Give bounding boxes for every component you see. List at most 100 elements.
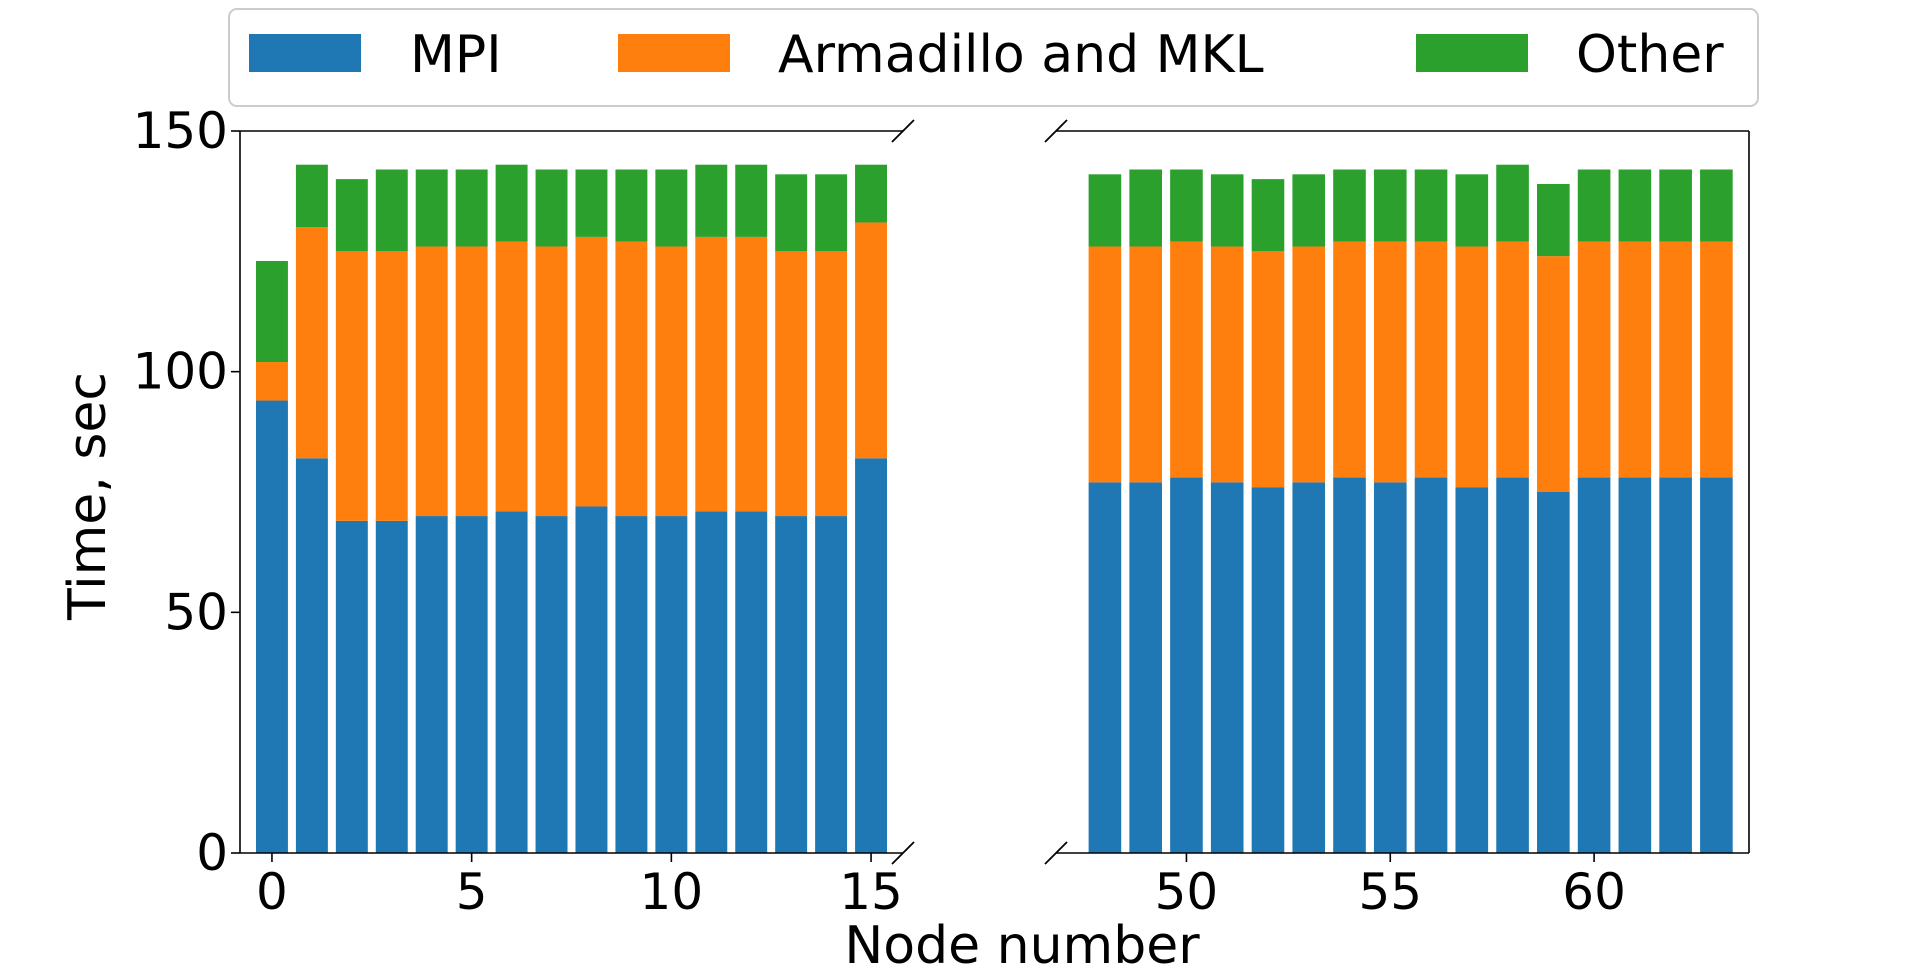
- bar-other-node-5: [455, 169, 488, 247]
- bar-mpi-node-54: [1333, 477, 1366, 853]
- bar-other-node-7: [535, 169, 568, 247]
- bar-armadillo-and-mkl-node-2: [335, 251, 368, 521]
- bar-other-node-14: [815, 174, 848, 252]
- bar-armadillo-and-mkl-node-9: [615, 241, 648, 517]
- bar-armadillo-and-mkl-node-5: [455, 246, 488, 517]
- bar-armadillo-and-mkl-node-56: [1414, 241, 1448, 478]
- bar-mpi-node-15: [855, 458, 888, 853]
- axis-break-mark-0: [891, 119, 915, 143]
- y-axis-label: Time, sec: [58, 372, 118, 621]
- x-tick-label-0: 0: [256, 863, 288, 921]
- bar-other-node-2: [335, 179, 368, 252]
- y-tick-label-100: 100: [133, 343, 228, 401]
- bar-other-node-0: [255, 260, 288, 363]
- bar-other-node-12: [735, 164, 768, 237]
- bar-other-node-3: [375, 169, 408, 252]
- bar-mpi-node-3: [375, 520, 408, 853]
- bar-mpi-node-0: [255, 400, 288, 853]
- bar-armadillo-and-mkl-node-62: [1659, 241, 1692, 478]
- bar-mpi-node-12: [735, 511, 768, 853]
- bar-armadillo-and-mkl-node-59: [1537, 256, 1570, 492]
- bar-mpi-node-8: [575, 506, 608, 853]
- y-tick-label-50: 50: [164, 583, 228, 641]
- bar-other-node-57: [1455, 174, 1489, 247]
- bar-mpi-node-10: [655, 516, 688, 853]
- bar-armadillo-and-mkl-node-12: [735, 236, 768, 512]
- x-tick-label-60: 60: [1562, 863, 1626, 921]
- bar-armadillo-and-mkl-node-0: [255, 362, 288, 401]
- bar-mpi-node-63: [1700, 477, 1733, 853]
- bar-other-node-49: [1129, 169, 1162, 247]
- legend-swatch-0: [249, 34, 361, 72]
- bar-mpi-node-62: [1659, 477, 1692, 853]
- bar-mpi-node-9: [615, 516, 648, 853]
- bar-other-node-54: [1333, 169, 1366, 242]
- bar-other-node-15: [855, 164, 888, 223]
- bar-other-node-62: [1659, 169, 1692, 242]
- x-tick-label-50: 50: [1155, 863, 1219, 921]
- bar-armadillo-and-mkl-node-55: [1373, 241, 1407, 483]
- bar-mpi-node-7: [535, 516, 568, 853]
- bar-other-node-6: [495, 164, 528, 242]
- axis-break-mark-1: [891, 841, 915, 865]
- bar-armadillo-and-mkl-node-50: [1170, 241, 1203, 478]
- bar-armadillo-and-mkl-node-58: [1496, 241, 1529, 478]
- x-tick-label-15: 15: [839, 863, 903, 921]
- bar-mpi-node-52: [1251, 487, 1285, 853]
- bar-armadillo-and-mkl-node-53: [1292, 246, 1326, 483]
- bar-armadillo-and-mkl-node-49: [1129, 246, 1162, 483]
- bar-mpi-node-53: [1292, 482, 1326, 853]
- bar-mpi-node-13: [775, 516, 808, 853]
- bar-other-node-4: [415, 169, 448, 247]
- x-tick-label-10: 10: [640, 863, 704, 921]
- bar-other-node-8: [575, 169, 608, 237]
- bar-mpi-node-14: [815, 516, 848, 853]
- bar-mpi-node-55: [1373, 482, 1407, 853]
- bar-armadillo-and-mkl-node-6: [495, 241, 528, 512]
- bar-other-node-60: [1577, 169, 1611, 242]
- bar-other-node-53: [1292, 174, 1326, 247]
- bar-armadillo-and-mkl-node-14: [815, 251, 848, 517]
- x-tick-label-55: 55: [1358, 863, 1422, 921]
- bar-other-node-52: [1251, 179, 1285, 252]
- panel-1: 50 55 60: [1056, 130, 1750, 921]
- bar-other-node-1: [295, 164, 328, 228]
- bar-mpi-node-1: [295, 458, 328, 853]
- bar-mpi-node-58: [1496, 477, 1529, 853]
- bar-mpi-node-50: [1170, 477, 1203, 853]
- bar-mpi-node-11: [695, 511, 728, 853]
- bar-other-node-10: [655, 169, 688, 247]
- bar-armadillo-and-mkl-node-13: [775, 251, 808, 517]
- bar-other-node-48: [1088, 174, 1122, 247]
- bar-armadillo-and-mkl-node-1: [295, 227, 328, 459]
- axis-break-mark-3: [1044, 841, 1068, 865]
- bar-armadillo-and-mkl-node-51: [1210, 246, 1244, 483]
- bar-armadillo-and-mkl-node-63: [1700, 241, 1733, 478]
- bar-other-node-56: [1414, 169, 1448, 242]
- bar-other-node-55: [1373, 169, 1407, 242]
- y-tick-label-150: 150: [133, 102, 228, 160]
- bar-mpi-node-49: [1129, 482, 1162, 853]
- bar-armadillo-and-mkl-node-48: [1088, 246, 1122, 483]
- bar-mpi-node-57: [1455, 487, 1489, 853]
- legend-label-1: Armadillo and MKL: [778, 25, 1264, 85]
- bar-other-node-63: [1700, 169, 1733, 242]
- bar-other-node-50: [1170, 169, 1203, 242]
- legend-label-2: Other: [1576, 25, 1724, 85]
- legend-label-0: MPI: [410, 25, 502, 85]
- bar-armadillo-and-mkl-node-7: [535, 246, 568, 517]
- bar-armadillo-and-mkl-node-3: [375, 251, 408, 521]
- bar-mpi-node-5: [455, 516, 488, 853]
- x-tick-label-5: 5: [456, 863, 488, 921]
- bar-mpi-node-51: [1210, 482, 1244, 853]
- legend-swatch-2: [1416, 34, 1528, 72]
- bar-mpi-node-61: [1618, 477, 1652, 853]
- bar-other-node-11: [695, 164, 728, 237]
- bar-mpi-node-4: [415, 516, 448, 853]
- bar-mpi-node-2: [335, 520, 368, 853]
- bar-other-node-51: [1210, 174, 1244, 247]
- bar-other-node-58: [1496, 164, 1529, 242]
- axis-break-mark-2: [1044, 119, 1068, 143]
